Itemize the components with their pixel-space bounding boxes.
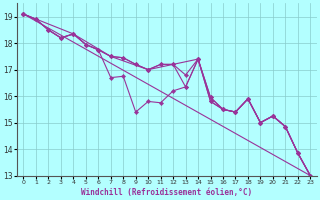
X-axis label: Windchill (Refroidissement éolien,°C): Windchill (Refroidissement éolien,°C) — [81, 188, 252, 197]
